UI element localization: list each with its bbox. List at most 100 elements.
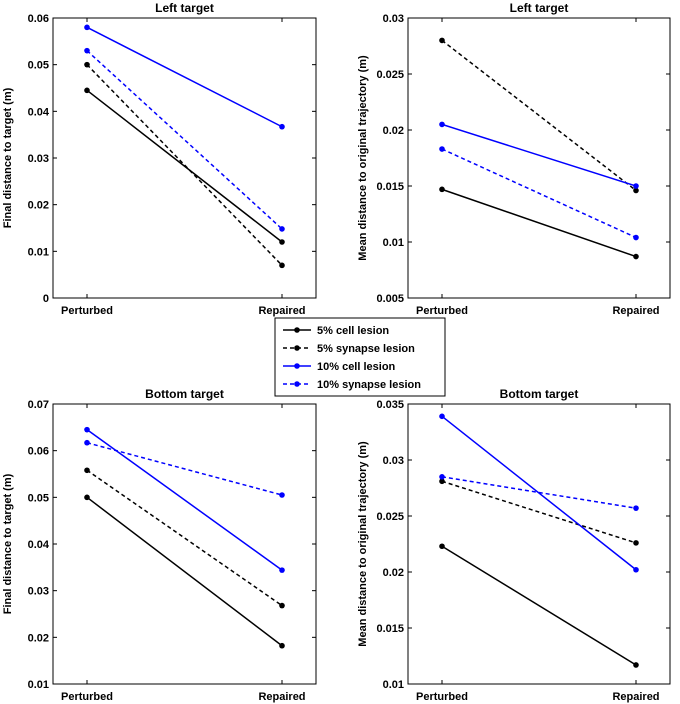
data-point xyxy=(84,467,90,474)
series-line-2 xyxy=(86,64,283,266)
x-tick-label: Perturbed xyxy=(416,691,468,703)
y-tick-label: 0.02 xyxy=(383,567,404,579)
legend: 5% cell lesion 5% synapse lesion 10% cell … xyxy=(274,317,446,397)
series-line-2 xyxy=(86,469,283,607)
x-tick-label: Perturbed xyxy=(61,305,113,317)
data-point xyxy=(84,87,90,94)
series-line-3 xyxy=(441,123,637,187)
y-tick-label: 0.01 xyxy=(28,246,49,258)
x-tick-label: Repaired xyxy=(612,691,659,703)
chart-panel-1: Left target Final distance to target (m) 0… xyxy=(2,1,317,317)
x-tick-label: Repaired xyxy=(612,305,659,317)
y-tick-label: 0.02 xyxy=(28,200,49,212)
data-point xyxy=(279,226,285,232)
series-line-4 xyxy=(441,148,637,239)
series-line-4 xyxy=(86,50,283,230)
data-point xyxy=(633,505,639,511)
chart-title: Bottom target xyxy=(145,387,224,401)
data-point xyxy=(84,47,90,54)
data-point xyxy=(439,146,445,152)
legend-label: 5% cell lesion xyxy=(317,325,389,337)
legend-label: 10% cell lesion xyxy=(317,361,396,373)
data-point xyxy=(84,61,90,68)
legend-marker xyxy=(294,381,300,387)
data-point xyxy=(439,478,445,485)
data-point xyxy=(439,37,445,44)
y-tick-label: 0.07 xyxy=(28,399,49,411)
plot-frame xyxy=(407,17,671,299)
y-tick-label: 0.015 xyxy=(376,181,404,193)
data-point xyxy=(84,426,90,433)
data-point xyxy=(439,474,445,480)
y-tick-label: 0.015 xyxy=(376,623,404,635)
data-point xyxy=(279,567,285,573)
x-tick-label: Repaired xyxy=(258,691,305,703)
y-tick-label: 0.03 xyxy=(383,455,404,467)
legend-marker xyxy=(294,345,300,351)
data-point xyxy=(84,439,90,446)
data-point xyxy=(279,492,285,498)
data-point xyxy=(633,234,639,241)
y-axis-label: Mean distance to original trajectory (m) xyxy=(357,55,369,261)
series-line-3 xyxy=(86,429,283,571)
chart-panel-4: Bottom target Mean distance to original t… xyxy=(357,387,671,703)
data-point xyxy=(439,543,445,550)
data-point xyxy=(633,662,639,668)
y-tick-label: 0.03 xyxy=(28,586,49,598)
y-tick-label: 0.04 xyxy=(28,106,50,118)
series-line-1 xyxy=(441,188,637,258)
y-tick-label: 0.06 xyxy=(28,446,49,458)
chart-panel-3: Bottom target Final distance to target (m… xyxy=(2,387,317,703)
y-tick-label: 0.04 xyxy=(28,539,50,551)
y-axis-label: Mean distance to original trajectory (m) xyxy=(357,441,369,647)
y-axis-label: Final distance to target (m) xyxy=(2,87,14,228)
y-tick-label: 0.01 xyxy=(28,679,49,691)
y-tick-label: 0.01 xyxy=(383,237,404,249)
data-point xyxy=(633,183,639,189)
data-point xyxy=(84,494,90,501)
y-tick-label: 0.025 xyxy=(376,511,404,523)
chart-title: Bottom target xyxy=(500,387,579,401)
data-point xyxy=(84,24,90,31)
series-line-4 xyxy=(86,442,283,496)
y-tick-label: 0 xyxy=(43,293,49,305)
y-tick-label: 0.01 xyxy=(383,679,404,691)
legend-marker xyxy=(294,327,300,333)
data-point xyxy=(439,186,445,193)
y-tick-label: 0.02 xyxy=(383,125,404,137)
x-tick-label: Repaired xyxy=(258,305,305,317)
series-line-1 xyxy=(86,89,283,243)
chart-title: Left target xyxy=(510,1,569,15)
data-point xyxy=(633,187,639,194)
x-tick-label: Perturbed xyxy=(61,691,113,703)
y-tick-label: 0.02 xyxy=(28,632,49,644)
y-tick-label: 0.05 xyxy=(28,492,49,504)
data-point xyxy=(633,540,639,546)
series-line-2 xyxy=(441,480,637,544)
x-tick-label: Perturbed xyxy=(416,305,468,317)
y-tick-label: 0.06 xyxy=(28,13,49,25)
data-point xyxy=(439,413,445,420)
y-tick-label: 0.05 xyxy=(28,60,49,72)
y-tick-label: 0.03 xyxy=(383,13,404,25)
series-line-4 xyxy=(441,476,637,509)
data-point xyxy=(279,123,285,130)
data-point xyxy=(633,566,639,573)
data-point xyxy=(439,121,445,128)
y-tick-label: 0.025 xyxy=(376,69,404,81)
series-line-3 xyxy=(86,26,283,128)
plot-frame xyxy=(52,17,317,299)
series-line-1 xyxy=(441,545,637,666)
y-tick-label: 0.005 xyxy=(376,293,404,305)
series-line-2 xyxy=(441,39,637,192)
legend-label: 5% synapse lesion xyxy=(317,343,415,355)
legend-marker xyxy=(294,363,300,369)
data-point xyxy=(279,602,285,609)
legend-box xyxy=(274,317,446,397)
data-point xyxy=(279,262,285,269)
y-axis-label: Final distance to target (m) xyxy=(2,473,14,614)
legend-label: 10% synapse lesion xyxy=(317,379,421,391)
y-tick-label: 0.035 xyxy=(376,399,404,411)
chart-panel-2: Left target Mean distance to original tra… xyxy=(357,1,671,317)
